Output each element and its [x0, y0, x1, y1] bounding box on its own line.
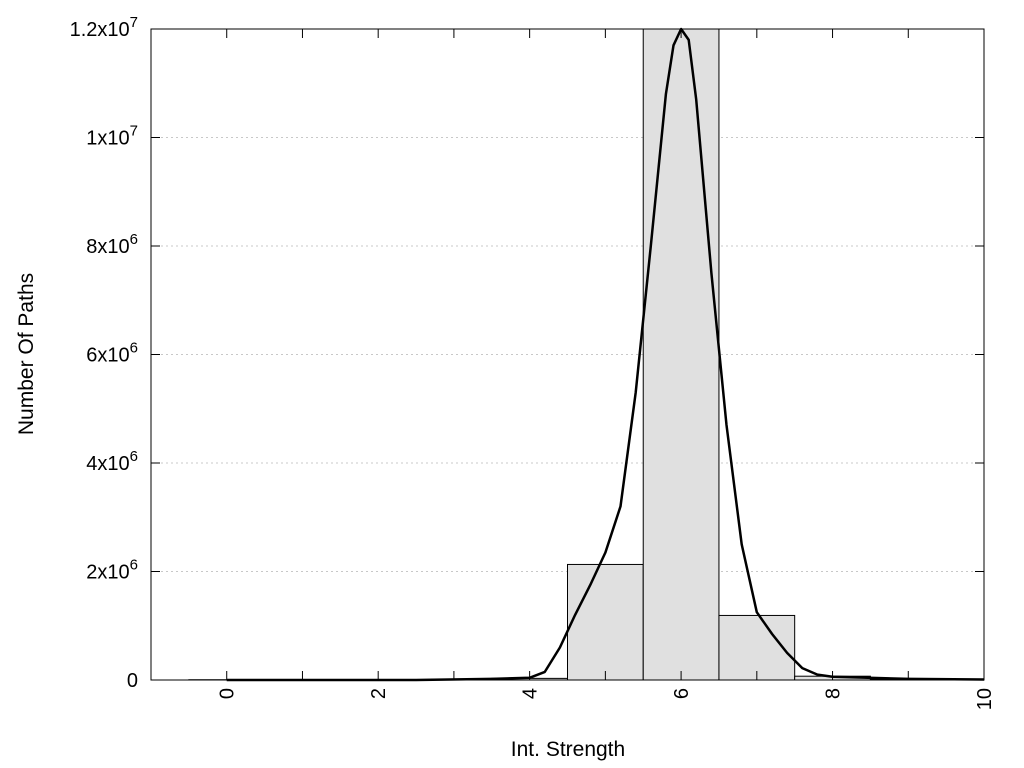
x-tick-label: 8: [823, 688, 845, 699]
y-tick-label: 0: [127, 670, 138, 692]
x-axis-title: Int. Strength: [511, 738, 625, 761]
x-tick-label: 10: [974, 688, 996, 710]
x-tick-label: 0: [217, 688, 239, 699]
y-tick-label: 2x106: [86, 557, 138, 584]
histogram-bar: [642, 28, 720, 681]
histogram-bar: [567, 563, 644, 681]
y-tick-label: 4x106: [86, 448, 138, 475]
y-axis-title: Number Of Paths: [15, 273, 38, 435]
x-axis-ticks: 0 2 4 6 8 10: [217, 29, 996, 710]
y-tick-label: 8x106: [86, 231, 138, 258]
fit-curve: [226, 27, 985, 682]
y-tick-label: 1.2x107: [70, 14, 138, 41]
y-axis-ticks: 0 2x106 4x106 6x106 8x106 1x107 1.2x107: [70, 14, 984, 692]
x-tick-label: 2: [368, 688, 390, 699]
y-tick-label: 6x106: [86, 340, 138, 367]
x-tick-label: 6: [671, 688, 693, 699]
y-tick-label: 1x107: [86, 123, 138, 150]
x-tick-label: 4: [520, 688, 542, 699]
